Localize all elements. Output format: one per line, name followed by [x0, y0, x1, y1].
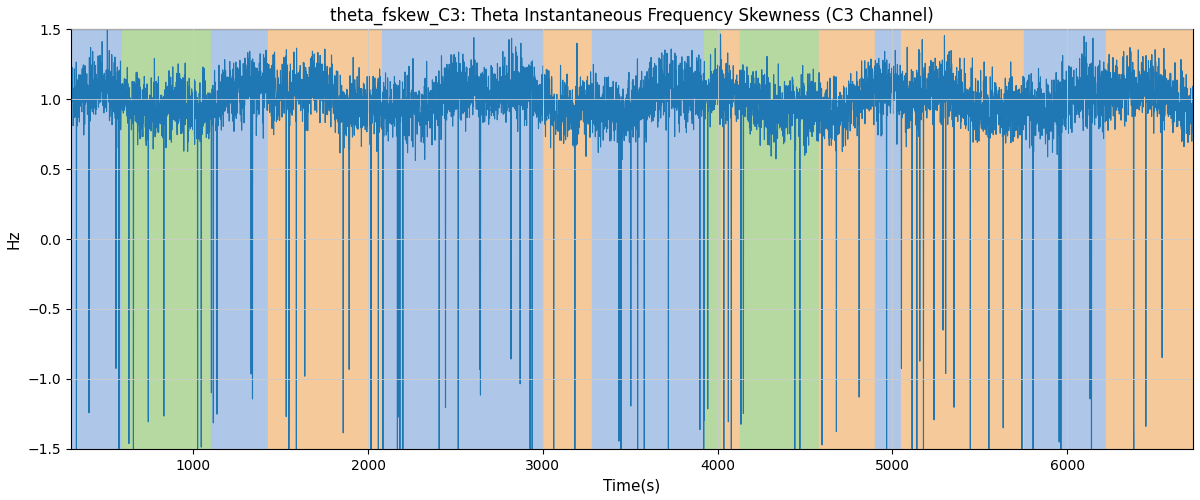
- Bar: [703, 30, 721, 449]
- Bar: [71, 30, 121, 449]
- Bar: [121, 30, 211, 449]
- Bar: [901, 30, 1024, 449]
- Bar: [818, 30, 875, 449]
- Bar: [269, 30, 382, 449]
- Bar: [211, 30, 269, 449]
- Bar: [740, 30, 818, 449]
- Title: theta_fskew_C3: Theta Instantaneous Frequency Skewness (C3 Channel): theta_fskew_C3: Theta Instantaneous Freq…: [330, 7, 934, 25]
- Bar: [542, 30, 592, 449]
- Bar: [1024, 30, 1105, 449]
- Y-axis label: Hz: Hz: [7, 230, 22, 249]
- Bar: [721, 30, 740, 449]
- Bar: [1105, 30, 1193, 449]
- Bar: [382, 30, 542, 449]
- Bar: [875, 30, 901, 449]
- X-axis label: Time(s): Time(s): [604, 478, 660, 493]
- Bar: [592, 30, 703, 449]
